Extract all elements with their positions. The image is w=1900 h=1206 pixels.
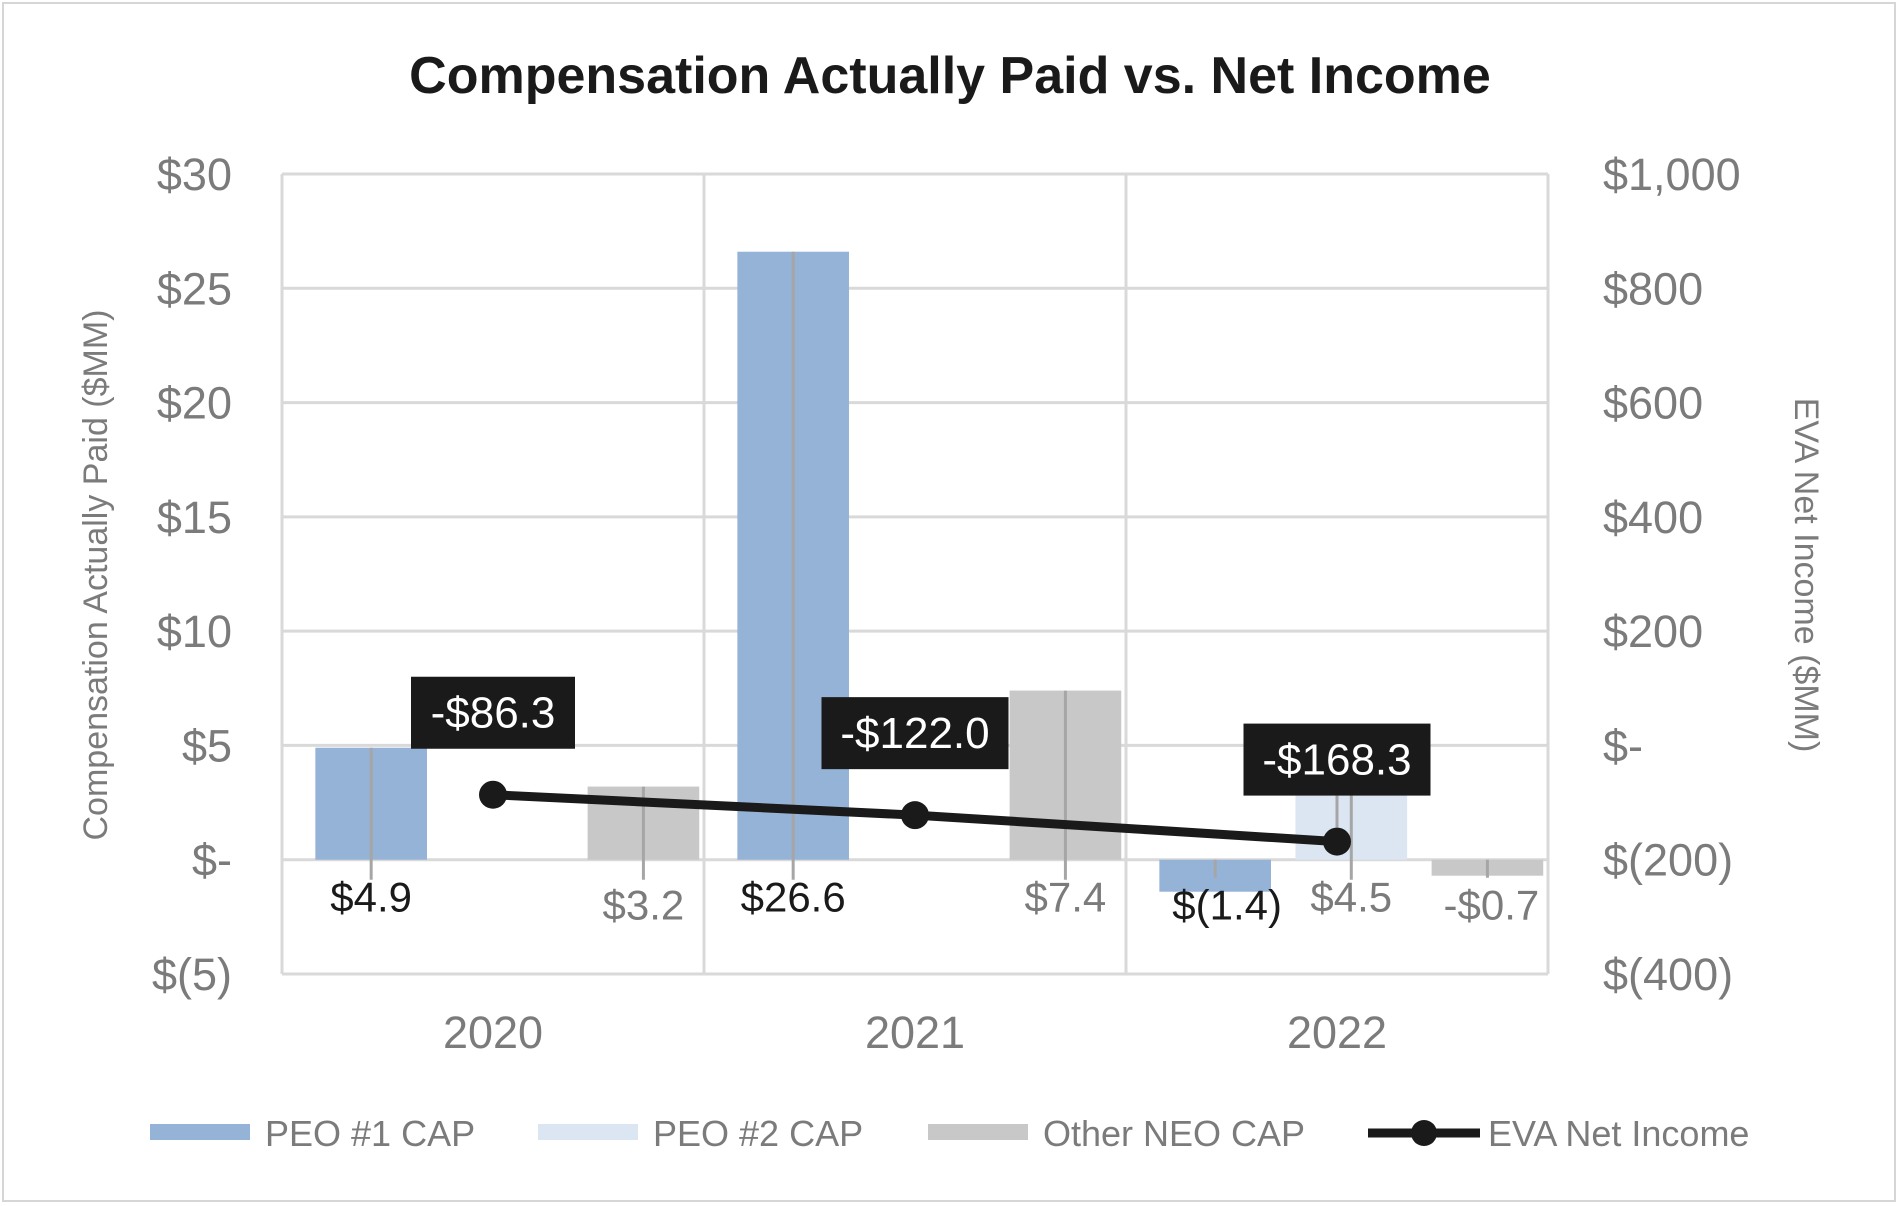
legend: PEO #1 CAP PEO #2 CAP Other NEO CAP EVA Net… [150,1113,1749,1154]
y2-tick-label: $- [1603,720,1643,771]
chart-title: Compensation Actually Paid vs. Net Incom… [409,47,1491,105]
eva-callout-label-2022: -$168.3 [1262,736,1411,785]
y-tick-label: $10 [157,606,232,657]
eva-callout-label-2021: -$122.0 [840,709,989,758]
y-tick-label: $20 [157,378,232,429]
data-label-other-neo-cap-2022: -$0.7 [1444,882,1540,929]
y2-tick-label: $800 [1603,263,1703,314]
y-tick-label: $(5) [152,949,232,1000]
legend-swatch-peo-1-cap [150,1124,250,1140]
legend-marker-eva-net-income [1411,1120,1437,1146]
grid [280,172,1550,976]
legend-swatch-other-neo-cap [928,1124,1028,1140]
y2-tick-label: $(400) [1603,949,1733,1000]
eva-line [479,780,1351,856]
x-tick-label: 2021 [865,1007,965,1058]
eva-callout-box-2020 [411,676,575,749]
legend-label-peo-2-cap: PEO #2 CAP [653,1113,863,1154]
x-axis: 2020 2021 2022 [443,1007,1387,1058]
eva-callout-label-2020: -$86.3 [431,689,556,738]
legend-label-eva-net-income: EVA Net Income [1488,1113,1749,1154]
eva-callout-box-2022 [1243,723,1431,796]
y2-tick-label: $(200) [1603,835,1733,886]
x-tick-label: 2020 [443,1007,543,1058]
y-tick-label: $30 [157,149,232,200]
y-tick-label: $- [192,835,232,886]
data-labels: $4.9 $26.6 $(1.4) $4.5 $3.2 $7.4 -$0.7 -$86.3 -$… [330,676,1540,929]
y2-axis-title: EVA Net Income ($MM) [1787,398,1825,753]
y2-tick-label: $200 [1603,606,1703,657]
y2-tick-label: $1,000 [1603,149,1741,200]
data-label-other-neo-cap-2020: $3.2 [603,882,685,929]
legend-label-peo-1-cap: PEO #1 CAP [265,1113,475,1154]
y-axis-right: $(400) $(200) $- $200 $400 $600 $800 $1,000 [1603,149,1741,1000]
data-label-peo-2-cap-2022: $4.5 [1310,874,1392,921]
y2-tick-label: $600 [1603,378,1703,429]
eva-callout-box-2021 [821,697,1009,770]
data-label-other-neo-cap-2021: $7.4 [1025,874,1107,921]
legend-label-other-neo-cap: Other NEO CAP [1043,1113,1305,1154]
eva-point-2022 [1323,827,1351,856]
legend-swatch-peo-2-cap [538,1124,638,1140]
y-axis-title: Compensation Actually Paid ($MM) [77,309,115,840]
eva-point-2020 [479,780,507,809]
y-axis-left: $(5) $- $5 $10 $15 $20 $25 $30 [152,149,232,1000]
y-tick-label: $25 [157,263,232,314]
y-tick-label: $5 [182,720,232,771]
data-label-peo-1-cap-2020: $4.9 [330,874,412,921]
x-tick-label: 2022 [1287,1007,1387,1058]
data-label-peo-1-cap-2022: $(1.4) [1172,882,1282,929]
eva-point-2021 [901,801,929,830]
y-tick-label: $15 [157,492,232,543]
y2-tick-label: $400 [1603,492,1703,543]
data-label-peo-1-cap-2021: $26.6 [741,874,846,921]
